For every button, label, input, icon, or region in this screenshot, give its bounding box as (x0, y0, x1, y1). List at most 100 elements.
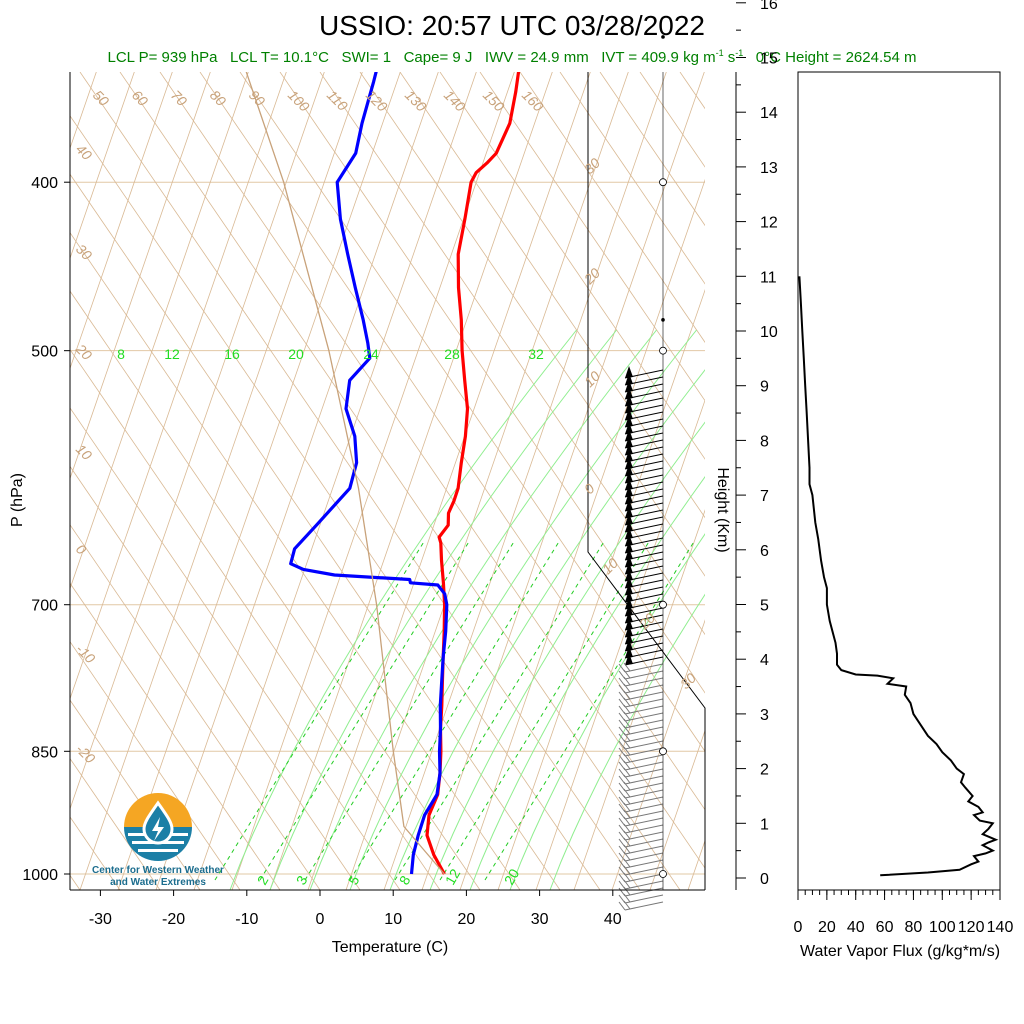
barb-shaft (624, 775, 664, 785)
moist-adiabat (429, 421, 705, 890)
barb-shaft (624, 901, 664, 911)
adiabat-line (840, 72, 1024, 890)
wind-barb (624, 597, 664, 610)
level-marker (659, 747, 667, 756)
wind-barb (618, 816, 664, 827)
barb-shaft (624, 873, 664, 883)
theta-label: 130 (402, 87, 430, 115)
barb-flag (625, 534, 633, 546)
barb-shaft (624, 831, 664, 841)
barb-tick (623, 690, 631, 700)
barb-flag (625, 450, 633, 462)
moist-adiabat (349, 330, 697, 890)
barb-flag (625, 555, 633, 567)
wind-barb (624, 387, 664, 400)
barb-tick (623, 900, 631, 910)
wind-barb (618, 886, 664, 897)
barb-tick (623, 788, 631, 798)
moist-adiabat-label: 20 (580, 265, 603, 288)
wind-barb (618, 837, 664, 848)
cw3e-logo: Center for Western Weather and Water Ext… (88, 785, 228, 895)
wind-barb (618, 900, 664, 911)
temperature-tick-label: 30 (531, 911, 549, 928)
isotherm-line (70, 72, 287, 700)
barb-tick (623, 739, 631, 749)
barb-shaft (624, 894, 664, 904)
flux-tick-label: 20 (818, 919, 836, 936)
wind-barb (624, 569, 664, 582)
wind-barb (624, 562, 664, 575)
barb-tick (623, 865, 631, 875)
barb-flag (625, 380, 633, 392)
barb-shaft (624, 740, 664, 750)
height-tick-label: 1 (760, 816, 769, 833)
level-dot (661, 35, 665, 39)
barb-flag (625, 443, 633, 455)
temperature-tick-label: 10 (384, 911, 402, 928)
adiabat-line (70, 699, 201, 890)
barb-flag (625, 436, 633, 448)
adiabat-line (399, 72, 705, 519)
barb-flag (625, 569, 633, 581)
barb-shaft (624, 782, 664, 792)
isotherm-line (269, 72, 553, 890)
isotherm-line (231, 72, 515, 890)
temperature-tick-label: 20 (458, 911, 476, 928)
wind-barb (624, 429, 664, 442)
height-tick-label: 5 (760, 598, 769, 615)
pressure-tick-label: 500 (31, 344, 58, 361)
barb-flag (625, 597, 633, 609)
left-theta-label: -20 (73, 741, 99, 767)
isotherm-line (726, 0, 1024, 890)
wind-barb (618, 823, 664, 834)
flux-tick-label: 140 (987, 919, 1014, 936)
moist-adiabat (309, 330, 657, 890)
mixing-ratio-line (214, 539, 426, 881)
isotherm-line (117, 72, 401, 890)
adiabat-line (519, 72, 705, 343)
barb-flag (625, 520, 633, 532)
level-marker (659, 600, 667, 609)
height-tick-label: 16 (760, 0, 778, 13)
barb-tick (623, 823, 631, 833)
wind-barb (624, 625, 664, 638)
barb-flag (625, 422, 633, 434)
wind-barb (624, 471, 664, 484)
adiabat-line (479, 72, 705, 402)
wind-barb (618, 725, 664, 736)
barb-flag (625, 429, 633, 441)
mixing-ratio-line (349, 539, 561, 881)
barb-flag (625, 506, 633, 518)
dewpoint-line (289, 72, 449, 875)
wind-barb (618, 739, 664, 750)
wind-barb (624, 499, 664, 512)
left-theta-label: 40 (73, 141, 95, 163)
moist-adiabat (549, 593, 705, 890)
isotherm-line (70, 72, 325, 811)
theta-label: 110 (324, 87, 351, 114)
adiabat-line (760, 72, 1024, 890)
flux-tick-label: 100 (929, 919, 956, 936)
adiabat-line (1000, 72, 1024, 890)
mixing-ratio-label: 32 (528, 346, 544, 362)
adiabat-line (960, 72, 1024, 890)
mixing-ratio-line (259, 539, 471, 881)
wind-barb (618, 879, 664, 890)
barb-flag (625, 464, 633, 476)
height-tick-label: 11 (760, 269, 777, 286)
level-marker (659, 346, 667, 355)
level-dot (661, 318, 665, 322)
sounding-parameters: LCL P= 939 hPa LCL T= 10.1°C SWI= 1 Cape… (0, 48, 1024, 66)
barb-tick (623, 732, 631, 742)
barb-shaft (624, 852, 664, 862)
barb-tick (623, 844, 631, 854)
theta-label: 80 (207, 87, 229, 109)
pressure-tick-label: 850 (31, 744, 58, 761)
barb-shaft (624, 768, 664, 778)
logo-line-2: and Water Extremes (110, 877, 206, 888)
height-tick-label: 10 (760, 324, 778, 341)
barb-shaft (624, 761, 664, 771)
adiabat-line (920, 72, 1024, 890)
wind-barb (624, 408, 664, 421)
barb-tick (623, 704, 631, 714)
